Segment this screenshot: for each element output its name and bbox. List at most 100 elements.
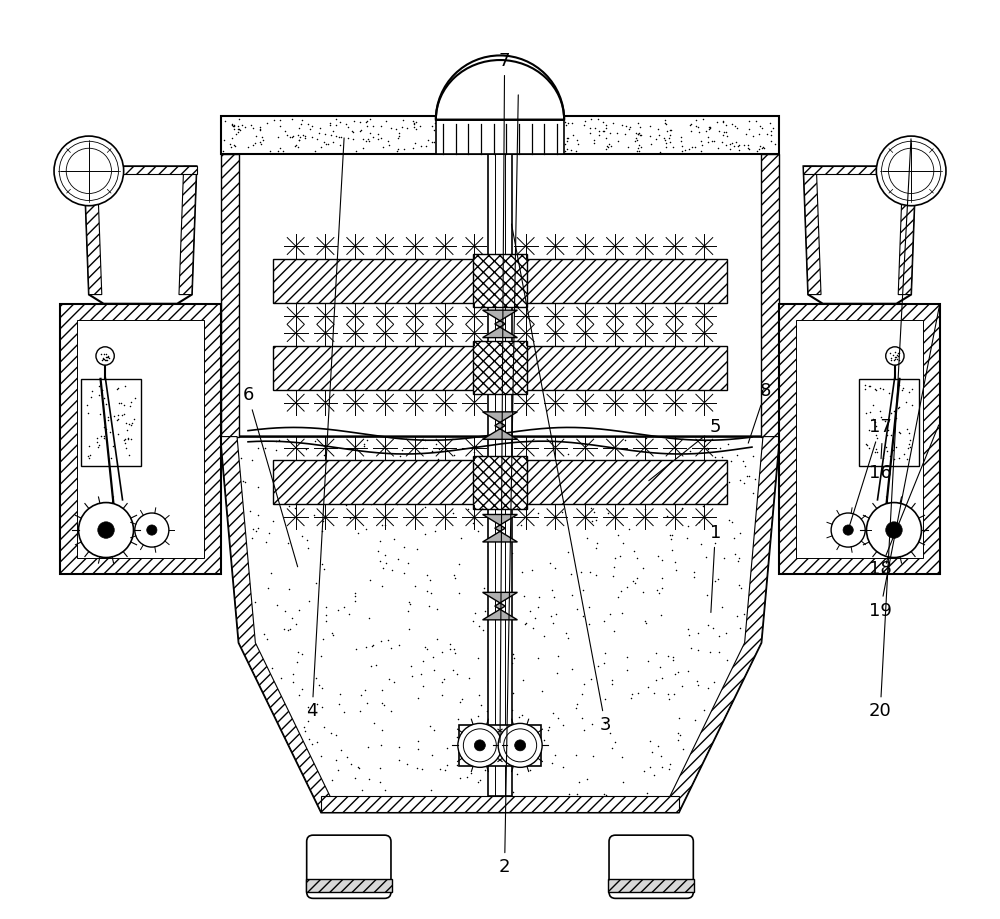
Point <box>256 627 272 641</box>
Point <box>264 661 280 675</box>
Point <box>484 531 500 546</box>
Point <box>422 719 438 733</box>
Point <box>621 521 637 536</box>
Point <box>688 113 704 128</box>
Point <box>100 349 116 364</box>
Point <box>93 346 109 361</box>
Point <box>857 377 873 391</box>
Point <box>660 648 676 663</box>
Point <box>531 589 547 604</box>
Text: 3: 3 <box>512 224 611 734</box>
Point <box>716 487 732 502</box>
Point <box>517 617 533 631</box>
Point <box>888 349 904 364</box>
Point <box>754 120 770 135</box>
Point <box>889 347 905 362</box>
Point <box>408 121 424 136</box>
Point <box>449 730 465 744</box>
Point <box>529 494 545 509</box>
Point <box>312 121 328 136</box>
Point <box>564 588 580 603</box>
Point <box>425 480 441 494</box>
Point <box>891 378 907 392</box>
Point <box>865 412 881 426</box>
Point <box>686 564 702 579</box>
Point <box>631 126 647 141</box>
Point <box>690 119 706 134</box>
Point <box>729 608 745 623</box>
Point <box>409 541 425 556</box>
Point <box>674 678 690 693</box>
Point <box>99 353 115 368</box>
Point <box>347 770 363 785</box>
Point <box>883 427 899 442</box>
Point <box>684 140 700 154</box>
Point <box>531 720 547 734</box>
Point <box>406 117 422 131</box>
Point <box>573 565 589 580</box>
Point <box>529 753 545 767</box>
Point <box>492 607 508 622</box>
Point <box>560 631 576 646</box>
Point <box>406 119 422 134</box>
Text: 17: 17 <box>849 418 892 528</box>
Bar <box>459 725 541 766</box>
Point <box>653 749 669 764</box>
Point <box>729 448 745 462</box>
Point <box>284 111 300 126</box>
Bar <box>273 460 488 505</box>
Point <box>252 122 268 137</box>
Point <box>268 434 284 448</box>
Point <box>401 595 417 609</box>
Point <box>375 438 391 453</box>
Point <box>540 722 556 737</box>
Point <box>510 129 526 143</box>
Point <box>607 734 623 749</box>
Point <box>534 684 550 698</box>
Point <box>710 141 726 155</box>
Point <box>619 484 635 499</box>
Point <box>453 119 469 134</box>
Point <box>689 674 705 688</box>
Point <box>456 720 472 734</box>
Point <box>557 114 573 129</box>
Point <box>516 588 532 603</box>
Point <box>606 623 622 638</box>
Point <box>308 575 324 590</box>
Point <box>714 449 730 464</box>
Point <box>603 139 619 153</box>
Point <box>390 142 406 156</box>
Point <box>424 747 440 762</box>
Point <box>590 112 606 127</box>
Text: 2: 2 <box>499 95 518 876</box>
Point <box>617 433 633 448</box>
Point <box>116 398 132 413</box>
Point <box>719 652 735 667</box>
Point <box>448 130 464 144</box>
Point <box>419 642 435 657</box>
Point <box>465 516 481 530</box>
Point <box>441 132 457 147</box>
Point <box>740 138 756 153</box>
Point <box>700 618 716 633</box>
Point <box>752 139 768 153</box>
Point <box>391 740 407 754</box>
Point <box>429 602 445 617</box>
Point <box>872 380 888 395</box>
Point <box>670 733 686 748</box>
Polygon shape <box>179 166 197 295</box>
Point <box>515 673 531 687</box>
Point <box>390 552 406 567</box>
Point <box>352 123 368 138</box>
Point <box>298 460 314 474</box>
Point <box>484 719 500 733</box>
Point <box>547 748 563 763</box>
Point <box>674 501 690 516</box>
Point <box>230 121 246 136</box>
Point <box>96 346 112 361</box>
Point <box>427 523 443 538</box>
Point <box>667 432 683 447</box>
Point <box>470 651 486 665</box>
Point <box>445 130 461 144</box>
Point <box>711 123 727 138</box>
